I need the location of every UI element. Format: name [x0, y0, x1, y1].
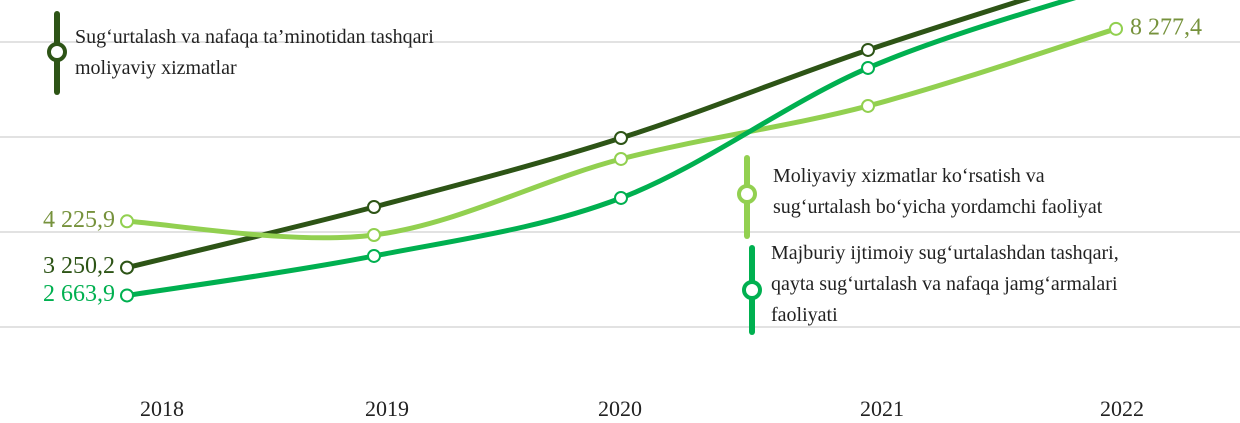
legend-entry: Sug‘urtalash va nafaqa ta’minotidan tash…	[75, 26, 434, 79]
data-point	[367, 200, 381, 215]
legend-marker	[742, 280, 762, 300]
data-point	[120, 260, 134, 275]
data-point	[120, 214, 134, 229]
legend-marker	[737, 184, 757, 204]
data-label: 4 225,9	[43, 207, 115, 233]
data-label: 8 277,4	[1130, 14, 1202, 40]
data-point	[367, 248, 381, 263]
data-point	[614, 151, 628, 166]
data-label: 3 250,2	[43, 253, 115, 279]
data-point	[614, 130, 628, 145]
legend-marker	[47, 42, 67, 62]
data-point	[861, 60, 875, 75]
data-point	[861, 42, 875, 57]
data-point	[120, 288, 134, 303]
x-tick-label: 2019	[365, 396, 409, 421]
data-label: 2 663,9	[43, 281, 115, 307]
data-point	[861, 98, 875, 113]
x-tick-label: 2021	[860, 396, 904, 421]
data-point	[367, 227, 381, 242]
x-tick-label: 2018	[140, 396, 184, 421]
data-point	[1109, 21, 1123, 36]
legend-entry: Majburiy ijtimoiy sug‘urtalashdan tashqa…	[771, 242, 1119, 326]
x-tick-label: 2022	[1100, 396, 1144, 421]
data-point	[614, 190, 628, 205]
legend-entry: Moliyaviy xizmatlar ko‘rsatish va sug‘ur…	[773, 165, 1103, 218]
x-tick-label: 2020	[598, 396, 642, 421]
